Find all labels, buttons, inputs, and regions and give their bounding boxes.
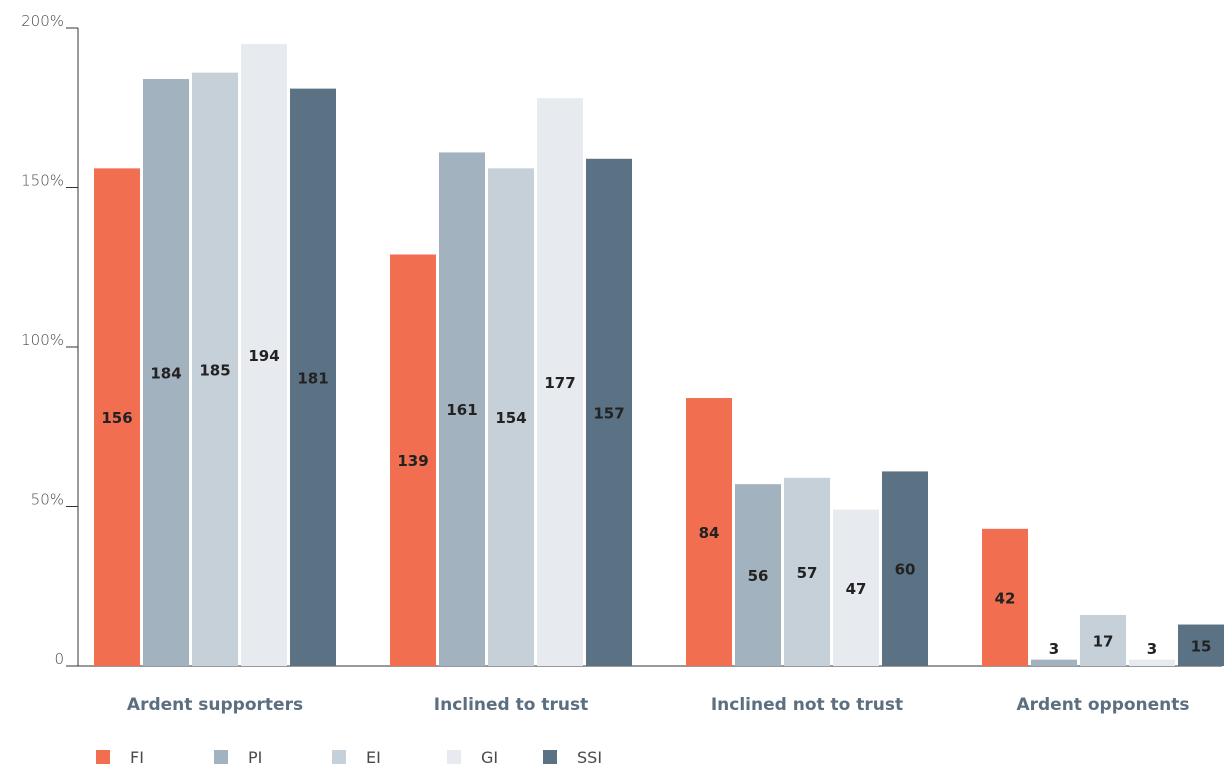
value-label: 161 <box>446 401 477 419</box>
value-label: 56 <box>748 567 769 585</box>
bar-fi <box>390 254 436 667</box>
legend-swatch-ei <box>332 750 346 764</box>
legend-label: SSI <box>577 748 602 767</box>
category-label: Ardent opponents <box>1016 695 1189 715</box>
bar-fi <box>94 168 140 667</box>
legend-swatch-fi <box>96 750 110 764</box>
y-tick-label: 100% <box>21 331 64 349</box>
legend-swatch-ssi <box>543 750 557 764</box>
bar-fi <box>686 398 732 666</box>
value-label: 15 <box>1191 637 1212 655</box>
legend: FI PI EI GI SSI <box>96 748 602 767</box>
category-label: Inclined to trust <box>434 695 588 715</box>
value-label: 84 <box>699 524 720 542</box>
bar-gi <box>1129 659 1175 666</box>
value-label: 157 <box>593 404 624 422</box>
category-labels: Ardent supporters Inclined to trust Inclin… <box>127 695 1190 715</box>
value-label: 184 <box>150 365 181 383</box>
y-tick-label: 200% <box>21 12 64 30</box>
value-label: 60 <box>895 561 916 579</box>
bar-pi <box>1031 659 1077 666</box>
legend-label: PI <box>248 748 262 767</box>
value-label: 139 <box>397 452 428 470</box>
value-label: 42 <box>995 589 1016 607</box>
bar-pi <box>143 79 189 667</box>
value-label: 57 <box>797 564 818 582</box>
bar-pi <box>439 152 485 666</box>
legend-swatch-gi <box>447 750 461 764</box>
bar-ssi <box>586 158 632 667</box>
value-label: 181 <box>297 369 328 387</box>
legend-label: FI <box>130 748 144 767</box>
category-label: Ardent supporters <box>127 695 303 715</box>
category-label: Inclined not to trust <box>711 695 903 715</box>
bar-gi <box>833 509 879 666</box>
bar-gi <box>537 98 583 667</box>
bar-fi <box>982 528 1028 666</box>
value-label: 177 <box>544 374 575 392</box>
bar-ssi <box>290 88 336 667</box>
value-label: 185 <box>199 361 230 379</box>
legend-label: GI <box>481 748 498 767</box>
bar-ssi <box>1178 624 1224 666</box>
y-tick-label: 0 <box>54 650 64 668</box>
value-label: 154 <box>495 409 526 427</box>
legend-swatch-pi <box>214 750 228 764</box>
value-label: 3 <box>1147 640 1157 658</box>
bar-ei <box>1080 614 1126 666</box>
value-label: 156 <box>101 409 132 427</box>
y-tick-label: 150% <box>21 172 64 190</box>
value-label: 3 <box>1049 640 1059 658</box>
value-label: 17 <box>1093 632 1114 650</box>
y-tick-label: 50% <box>31 491 64 509</box>
bar-ei <box>784 477 830 666</box>
bar-ei <box>488 168 534 667</box>
value-label: 47 <box>846 580 867 598</box>
value-label: 194 <box>248 347 279 365</box>
bar-ssi <box>882 471 928 666</box>
bar-ei <box>192 72 238 666</box>
bars <box>94 43 1224 667</box>
value-labels: 156 184 185 194 181 139 161 154 177 157 84 56 57 47 60… <box>101 347 1211 658</box>
legend-label: EI <box>366 748 381 767</box>
bar-pi <box>735 484 781 666</box>
bar-gi <box>241 43 287 666</box>
